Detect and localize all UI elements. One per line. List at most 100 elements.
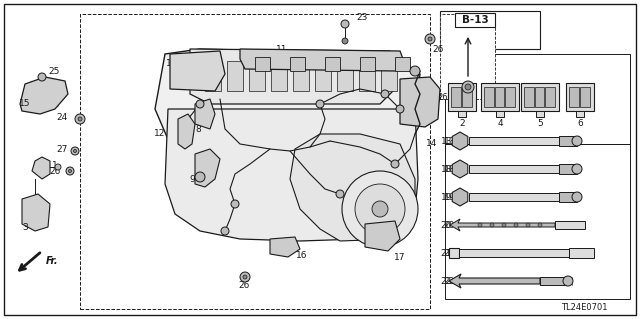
Polygon shape bbox=[400, 77, 440, 127]
Bar bbox=[227, 61, 243, 91]
Bar bbox=[249, 61, 265, 91]
Circle shape bbox=[196, 100, 204, 108]
Bar bbox=[469, 137, 559, 145]
Circle shape bbox=[572, 136, 582, 146]
Bar bbox=[469, 193, 559, 201]
Circle shape bbox=[563, 276, 573, 286]
Bar bbox=[521, 83, 559, 111]
Polygon shape bbox=[255, 57, 270, 71]
Polygon shape bbox=[290, 134, 415, 241]
Circle shape bbox=[240, 272, 250, 282]
Bar bbox=[381, 61, 397, 91]
Polygon shape bbox=[170, 51, 225, 91]
Text: 13: 13 bbox=[444, 137, 455, 145]
Text: 14: 14 bbox=[426, 139, 438, 149]
Text: 18: 18 bbox=[444, 165, 455, 174]
Bar bbox=[469, 165, 559, 173]
Bar bbox=[271, 61, 287, 91]
Bar bbox=[337, 61, 353, 91]
Circle shape bbox=[342, 171, 418, 247]
Bar bbox=[458, 111, 466, 117]
Bar bbox=[459, 249, 569, 257]
Text: 17: 17 bbox=[394, 253, 406, 262]
Polygon shape bbox=[452, 160, 468, 178]
Polygon shape bbox=[155, 49, 420, 181]
Circle shape bbox=[341, 20, 349, 28]
Text: 26: 26 bbox=[238, 280, 250, 290]
Text: 22: 22 bbox=[444, 277, 455, 286]
Text: 8: 8 bbox=[195, 124, 201, 133]
Text: 9: 9 bbox=[189, 174, 195, 183]
Circle shape bbox=[425, 34, 435, 44]
Circle shape bbox=[502, 223, 506, 227]
Text: 25: 25 bbox=[48, 66, 60, 76]
Bar bbox=[80, 14, 430, 309]
Polygon shape bbox=[270, 237, 300, 257]
Text: 19: 19 bbox=[440, 192, 452, 202]
Text: 20: 20 bbox=[444, 220, 455, 229]
Bar bbox=[536, 111, 544, 117]
Text: 4: 4 bbox=[497, 118, 503, 128]
Text: 23: 23 bbox=[356, 12, 368, 21]
Bar bbox=[293, 61, 309, 91]
Text: 1: 1 bbox=[52, 161, 58, 170]
Text: 5: 5 bbox=[537, 118, 543, 128]
Circle shape bbox=[391, 160, 399, 168]
Bar bbox=[440, 14, 495, 99]
Circle shape bbox=[78, 117, 82, 121]
Polygon shape bbox=[290, 57, 305, 71]
Polygon shape bbox=[240, 49, 405, 71]
Bar bbox=[359, 61, 375, 91]
Circle shape bbox=[526, 223, 530, 227]
Circle shape bbox=[514, 223, 518, 227]
Text: TL24E0701: TL24E0701 bbox=[561, 302, 608, 311]
Bar bbox=[580, 87, 590, 107]
Polygon shape bbox=[32, 157, 50, 179]
Text: 20: 20 bbox=[440, 220, 452, 229]
Circle shape bbox=[66, 167, 74, 175]
Polygon shape bbox=[452, 132, 468, 150]
Bar bbox=[559, 164, 577, 174]
Bar bbox=[576, 111, 584, 117]
Circle shape bbox=[538, 223, 542, 227]
Circle shape bbox=[355, 184, 405, 234]
Bar bbox=[559, 136, 577, 146]
Text: 7: 7 bbox=[435, 97, 441, 106]
Circle shape bbox=[221, 227, 229, 235]
Text: Fr.: Fr. bbox=[46, 256, 59, 266]
Bar bbox=[440, 11, 540, 49]
Text: 21: 21 bbox=[444, 249, 455, 257]
Text: 21: 21 bbox=[440, 249, 452, 257]
Circle shape bbox=[396, 105, 404, 113]
Circle shape bbox=[55, 164, 61, 170]
Polygon shape bbox=[325, 57, 340, 71]
Bar bbox=[495, 87, 504, 107]
Circle shape bbox=[231, 200, 239, 208]
Polygon shape bbox=[395, 57, 410, 71]
Polygon shape bbox=[449, 274, 540, 288]
Circle shape bbox=[372, 201, 388, 217]
Bar bbox=[496, 111, 504, 117]
Circle shape bbox=[465, 84, 471, 90]
Text: 27: 27 bbox=[56, 145, 68, 153]
Circle shape bbox=[68, 169, 72, 173]
Bar bbox=[569, 87, 579, 107]
Circle shape bbox=[336, 190, 344, 198]
Text: 18: 18 bbox=[440, 165, 452, 174]
Text: 6: 6 bbox=[577, 118, 583, 128]
Circle shape bbox=[316, 100, 324, 108]
Circle shape bbox=[75, 114, 85, 124]
Bar bbox=[545, 87, 555, 107]
Bar bbox=[445, 54, 630, 144]
Bar bbox=[451, 87, 461, 107]
Text: 19: 19 bbox=[444, 192, 455, 202]
Circle shape bbox=[572, 164, 582, 174]
Polygon shape bbox=[178, 114, 195, 149]
Text: 12: 12 bbox=[154, 130, 166, 138]
Text: 26: 26 bbox=[432, 44, 444, 54]
Circle shape bbox=[410, 66, 420, 76]
Circle shape bbox=[381, 90, 389, 98]
Polygon shape bbox=[195, 149, 220, 187]
Bar bbox=[448, 83, 476, 111]
Polygon shape bbox=[450, 219, 555, 231]
